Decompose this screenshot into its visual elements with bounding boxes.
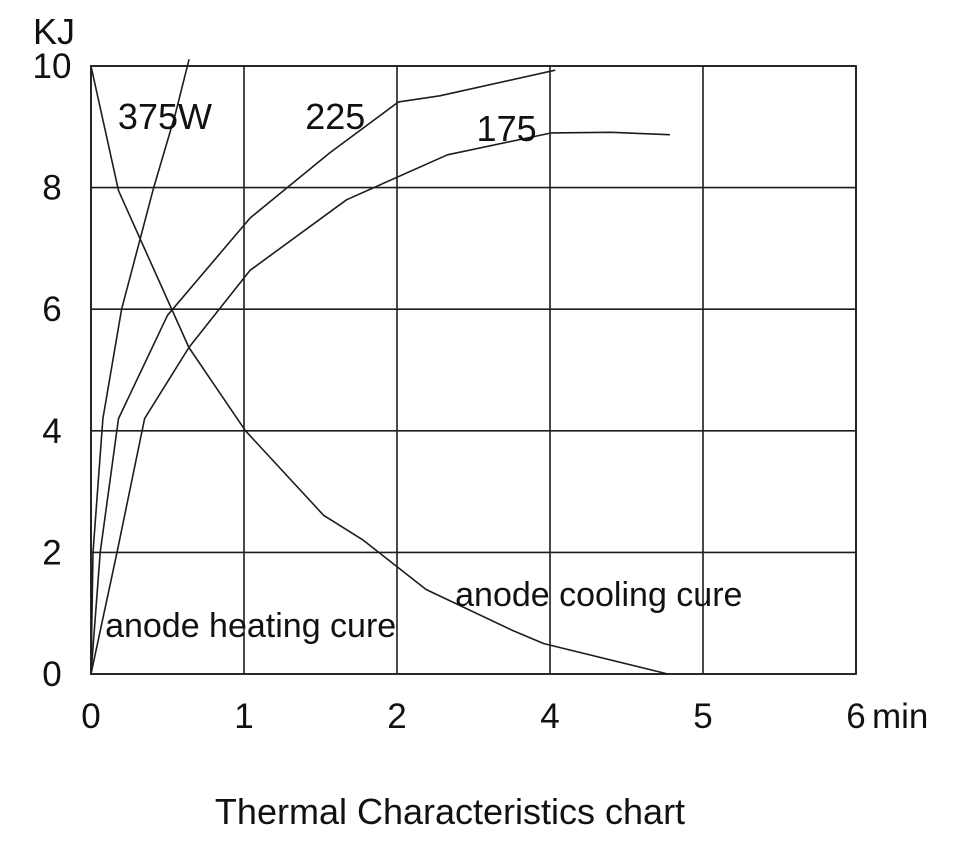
y-tick-label: 2	[42, 533, 61, 572]
y-tick-label: 6	[42, 290, 61, 329]
x-tick-label: 4	[540, 697, 559, 736]
series-anode-heating-curve-175	[90, 131, 671, 675]
chart-title: Thermal Characteristics chart	[214, 791, 686, 832]
y-tick-label: 10	[33, 47, 72, 86]
annotations: 375W 225 175 anode heating cure anode coolin…	[105, 96, 742, 645]
annotation-anode-cooling-cure: anode cooling cure	[455, 576, 742, 614]
series-anode-heating-curve-225	[90, 69, 556, 675]
series-anode-heating-curve-375W	[90, 59, 190, 675]
annotation-375W: 375W	[118, 96, 212, 137]
y-tick-label: 4	[42, 412, 61, 451]
curves	[90, 59, 671, 675]
annotation-225: 225	[305, 96, 365, 137]
y-axis-unit-label: KJ	[33, 11, 75, 52]
x-tick-label: 1	[234, 697, 253, 736]
annotation-175: 175	[477, 108, 537, 149]
series-anode-cooling-curve	[90, 65, 669, 675]
x-tick-label: 2	[387, 697, 406, 736]
y-tick-label: 0	[42, 655, 61, 694]
y-tick-label: 8	[42, 169, 61, 208]
x-axis-unit-label: min	[872, 697, 928, 736]
x-tick-label: 0	[81, 697, 100, 736]
x-tick-label: 6	[846, 697, 865, 736]
annotation-anode-heating-cure: anode heating cure	[105, 607, 396, 645]
grid	[90, 65, 857, 675]
x-tick-label: 5	[693, 697, 712, 736]
plot-border	[90, 65, 857, 675]
